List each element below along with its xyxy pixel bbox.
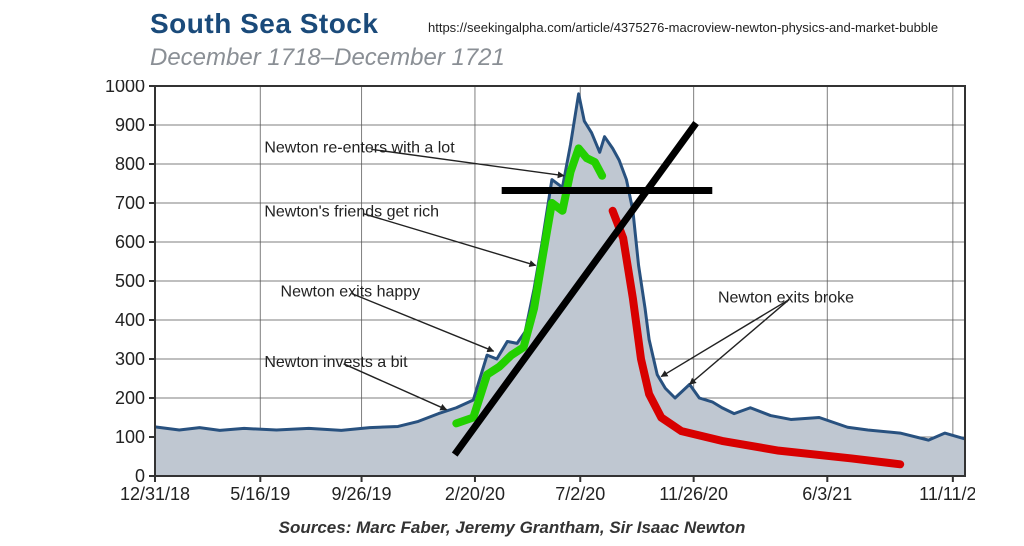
svg-text:Newton re-enters with a lot: Newton re-enters with a lot — [264, 139, 455, 156]
svg-text:Newton's friends get rich: Newton's friends get rich — [264, 204, 439, 221]
svg-text:100: 100 — [115, 427, 145, 447]
svg-text:300: 300 — [115, 349, 145, 369]
chart-title: South Sea Stock — [150, 8, 378, 40]
svg-text:12/31/18: 12/31/18 — [120, 484, 190, 504]
sources-line: Sources: Marc Faber, Jeremy Grantham, Si… — [0, 518, 1024, 538]
svg-text:600: 600 — [115, 232, 145, 252]
source-url: https://seekingalpha.com/article/4375276… — [428, 20, 938, 35]
svg-text:11/26/20: 11/26/20 — [659, 484, 728, 504]
svg-text:5/16/19: 5/16/19 — [230, 484, 290, 504]
svg-text:Newton invests a bit: Newton invests a bit — [264, 354, 408, 371]
svg-text:6/3/21: 6/3/21 — [802, 484, 852, 504]
svg-text:900: 900 — [115, 115, 145, 135]
svg-text:9/26/19: 9/26/19 — [332, 484, 392, 504]
svg-text:Newton exits happy: Newton exits happy — [281, 284, 421, 301]
svg-text:11/11/21: 11/11/21 — [919, 484, 975, 504]
chart-subtitle: December 1718–December 1721 — [150, 44, 505, 72]
svg-text:400: 400 — [115, 310, 145, 330]
svg-text:1000: 1000 — [105, 80, 145, 96]
svg-text:2/20/20: 2/20/20 — [445, 484, 505, 504]
svg-text:700: 700 — [115, 193, 145, 213]
south-sea-chart: 0 100 200 300 400 500 600 700 800 900 1000 12/31/18… — [95, 80, 975, 515]
svg-text:800: 800 — [115, 154, 145, 174]
svg-text:0: 0 — [135, 466, 145, 486]
svg-text:7/2/20: 7/2/20 — [555, 484, 605, 504]
svg-text:500: 500 — [115, 271, 145, 291]
svg-text:Newton exits broke: Newton exits broke — [718, 289, 854, 306]
svg-text:200: 200 — [115, 388, 145, 408]
